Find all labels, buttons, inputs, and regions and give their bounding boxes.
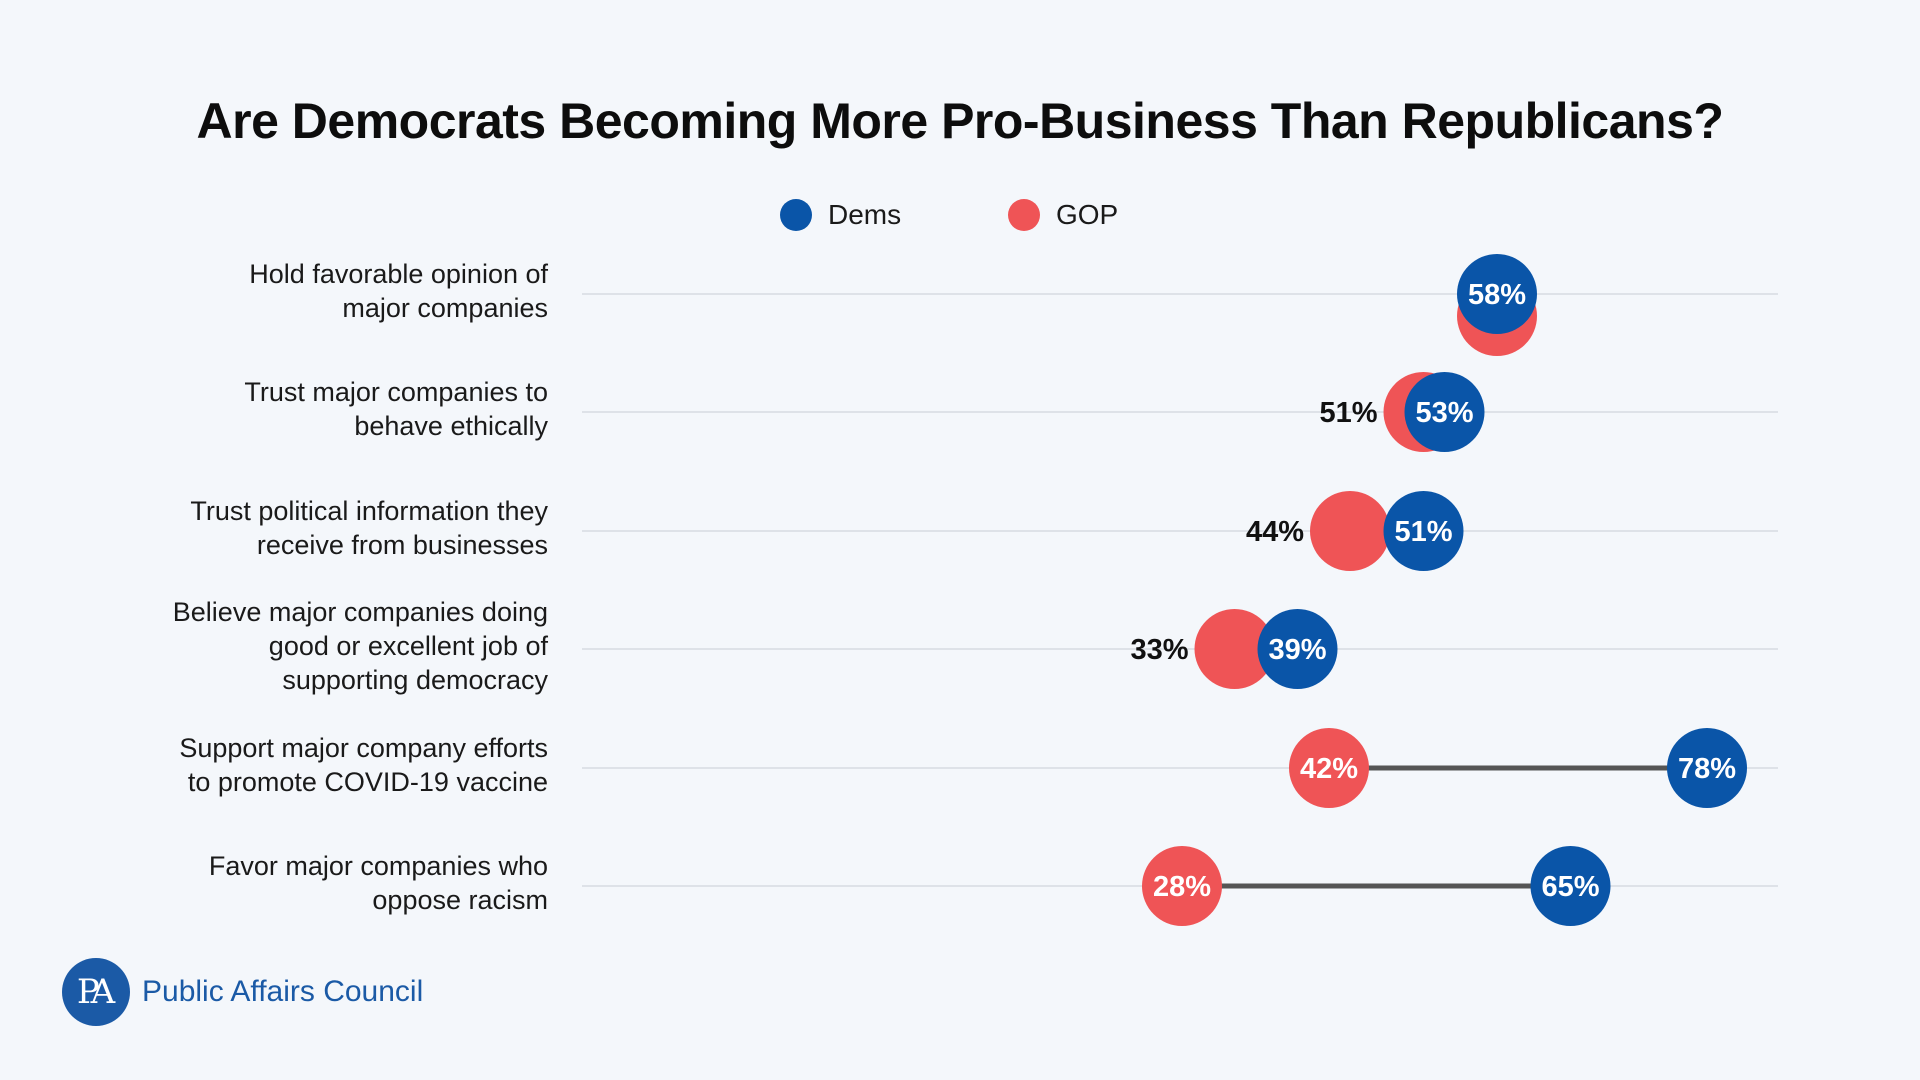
- row-label-line: major companies: [342, 293, 548, 323]
- dems-point: [1404, 372, 1485, 452]
- dems-value-label: 78%: [1678, 753, 1736, 785]
- row-label-line: Favor major companies who: [208, 851, 548, 881]
- logo-mark-icon: PA: [62, 958, 130, 1026]
- legend-label-dems: Dems: [828, 199, 902, 230]
- row-label: Support major company efforts to promote …: [28, 731, 548, 799]
- legend-dot-gop: [1008, 199, 1040, 231]
- gop-point: [1383, 372, 1464, 452]
- dems-value-label: 39%: [1268, 634, 1326, 666]
- legend-dot-dems: [780, 199, 812, 231]
- dems-value-label: 51%: [1394, 516, 1452, 548]
- row-label: Trust political information they receive …: [28, 494, 548, 562]
- gop-point: [1194, 609, 1275, 689]
- row-label: Trust major companies to behave ethically: [28, 375, 548, 443]
- dems-point: [1257, 609, 1338, 689]
- row-label-line: Believe major companies doing: [172, 597, 548, 627]
- row-label-line: behave ethically: [354, 411, 548, 441]
- row-label-line: Trust political information they: [190, 496, 548, 526]
- row-label-line: Hold favorable opinion of: [249, 259, 548, 289]
- row-label: Favor major companies who oppose racism: [28, 849, 548, 917]
- dems-value-label: 53%: [1415, 397, 1473, 429]
- chart-title: Are Democrats Becoming More Pro-Business…: [196, 93, 1724, 149]
- legend-label-gop: GOP: [1056, 199, 1119, 230]
- logo: PA Public Affairs Council: [62, 958, 423, 1026]
- legend-item-dems: Dems: [780, 195, 901, 235]
- gop-value-label: 51%: [1319, 397, 1377, 429]
- dems-point: [1530, 846, 1611, 926]
- logo-text: Public Affairs Council: [142, 975, 424, 1008]
- dems-point: [1383, 491, 1464, 571]
- gop-point: [1310, 491, 1390, 571]
- dems-value-label: 58%: [1468, 279, 1526, 311]
- gop-point: [1289, 728, 1369, 808]
- row-label-line: oppose racism: [372, 885, 548, 915]
- dems-point: [1457, 254, 1537, 334]
- legend: Dems GOP: [0, 195, 1920, 235]
- gop-value-label: 33%: [1130, 634, 1188, 666]
- row-label-line: receive from businesses: [256, 530, 548, 560]
- gop-value-label: 44%: [1246, 516, 1304, 548]
- row-label-line: to promote COVID-19 vaccine: [187, 767, 548, 797]
- row-label-line: Support major company efforts: [179, 733, 548, 763]
- row-label: Hold favorable opinion of major companies: [28, 257, 548, 325]
- gop-value-label: 42%: [1300, 753, 1358, 785]
- row-label: Believe major companies doing good or exc…: [28, 595, 548, 697]
- dems-point: [1667, 728, 1747, 808]
- gop-point: [1142, 846, 1222, 926]
- row-label-line: good or excellent job of: [268, 631, 548, 661]
- legend-item-gop: GOP: [1008, 195, 1118, 235]
- row-label-line: Trust major companies to: [244, 377, 548, 407]
- dems-value-label: 65%: [1541, 871, 1599, 903]
- gop-value-label: 28%: [1153, 871, 1211, 903]
- gop-point: [1457, 276, 1537, 356]
- row-label-line: supporting democracy: [282, 665, 548, 695]
